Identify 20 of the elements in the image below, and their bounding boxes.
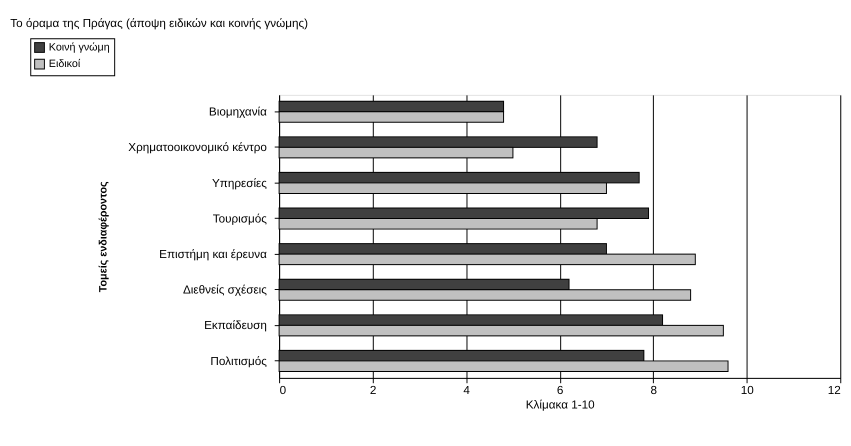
x-tick-label: 10 [740, 384, 754, 397]
y-tick-label: Τουρισμός [212, 212, 268, 226]
x-axis-title: Κλίμακα 1-10 [526, 398, 596, 412]
y-tick-label: Πολιτισμός [210, 354, 268, 368]
x-tick-label: 4 [463, 384, 470, 397]
x-tick-label: 2 [370, 384, 376, 397]
legend-label: Ειδικοί [48, 58, 81, 70]
legend-label: Κοινή γνώμη [48, 41, 110, 54]
y-tick-label: Διεθνείς σχέσεις [182, 284, 268, 297]
y-tick-label: Βιομηχανία [208, 106, 268, 119]
x-tick-label: 12 [828, 384, 841, 397]
text: Το όραμα της Πράγας (άποψη ειδικών και κοινής γνώμης) [10, 17, 308, 30]
x-tick-label: 0 [280, 384, 287, 397]
y-tick-label: Επιστήμη και έρευνα [159, 248, 268, 262]
y-tick-label: Υπηρεσίες [212, 176, 268, 190]
y-axis-title: Τομείς ενδιαφέροντος [98, 180, 110, 292]
y-tick-label: Εκπαίδευση [204, 319, 267, 332]
x-tick-label: 6 [556, 384, 564, 397]
x-tick-label: 8 [650, 384, 657, 397]
y-tick-label: Χρηματοοικονομικό κέντρο [128, 141, 268, 154]
